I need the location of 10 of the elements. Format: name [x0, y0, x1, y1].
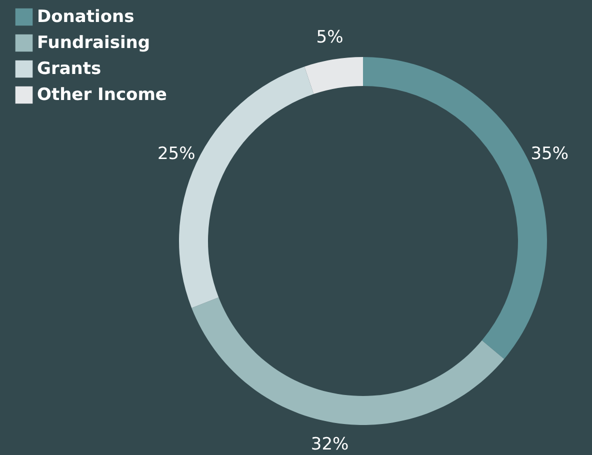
legend-label: Fundraising: [37, 33, 150, 53]
legend-label: Grants: [37, 59, 102, 79]
data-label: 35%: [530, 144, 569, 164]
data-label: 5%: [316, 28, 344, 48]
legend-label: Donations: [37, 7, 134, 27]
data-label: 32%: [310, 434, 349, 454]
donut-slice: [192, 297, 504, 425]
data-label: 25%: [157, 144, 196, 164]
legend-label: Other Income: [37, 85, 167, 105]
donut-slice: [304, 57, 363, 94]
